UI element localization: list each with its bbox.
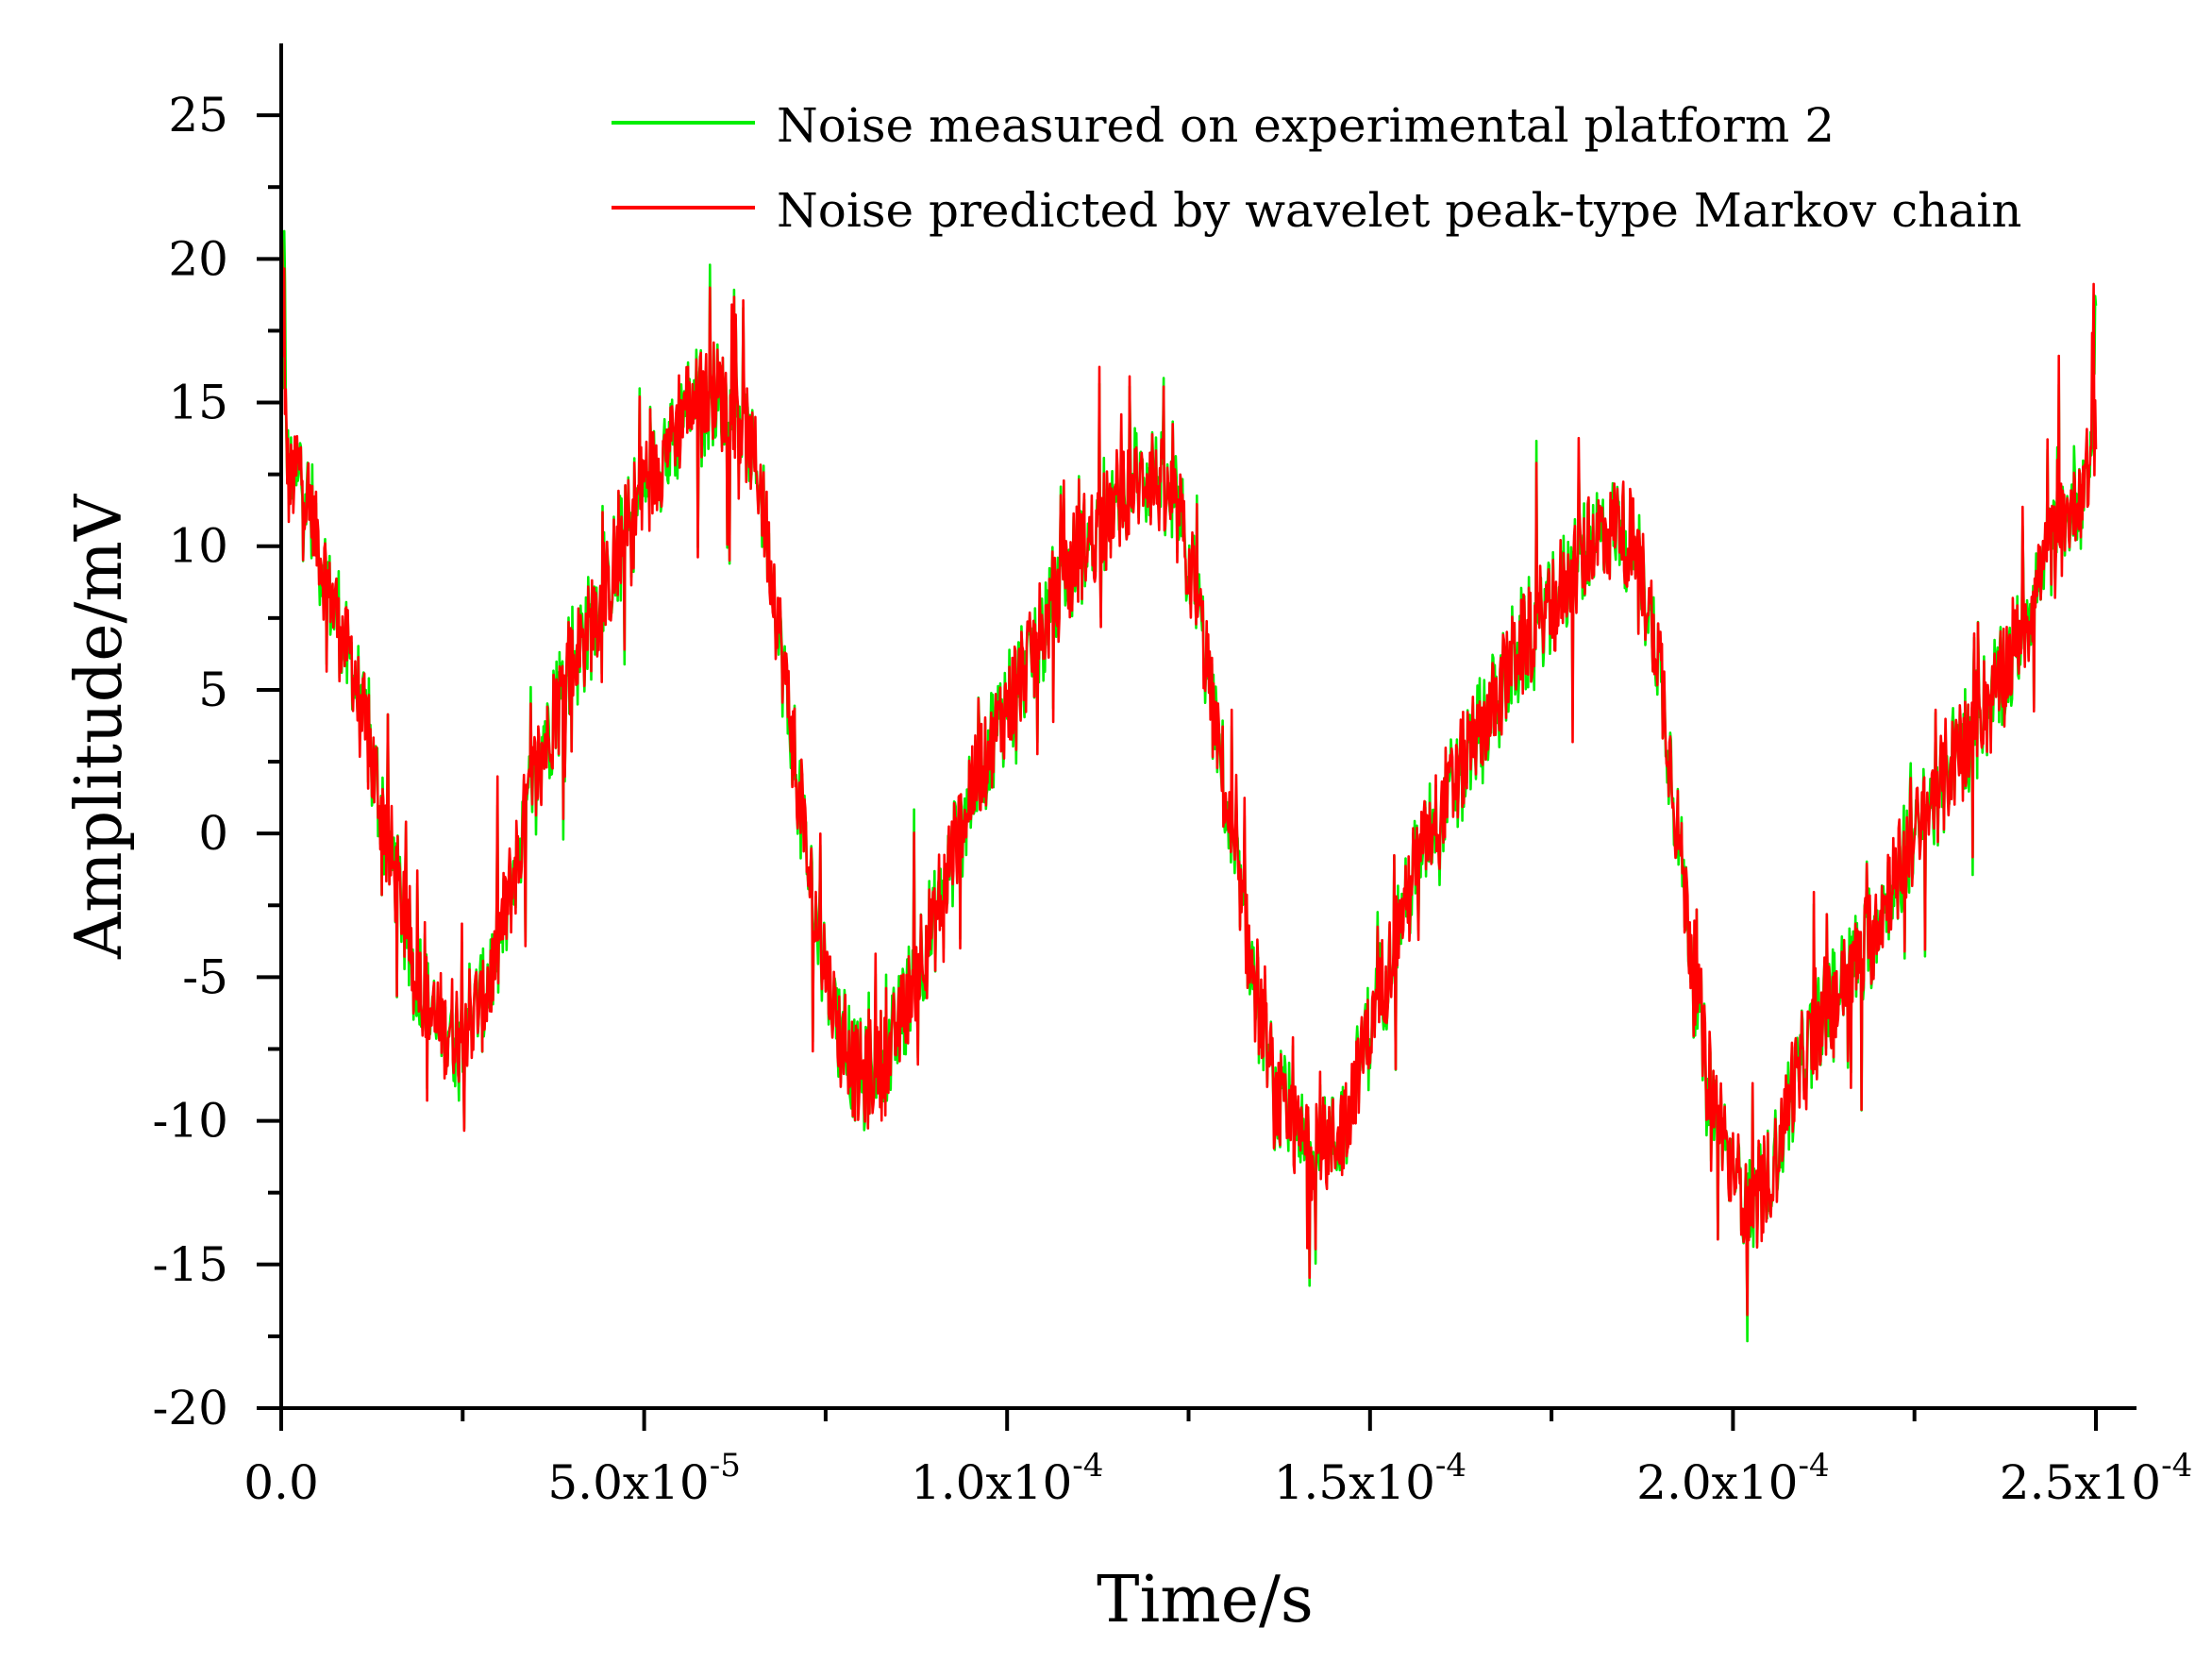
y-tick-label: -10: [152, 1094, 228, 1149]
y-tick-label: 15: [168, 376, 228, 430]
series-line-measured: [281, 199, 2098, 1343]
y-tick-label: 10: [168, 519, 228, 574]
x-tick-mantissa: 1.5x10: [1274, 1455, 1435, 1510]
x-tick-mantissa: 2.5x10: [2000, 1455, 2161, 1510]
x-tick-exponent: -4: [1435, 1447, 1466, 1485]
y-tick-label: 0: [198, 806, 228, 861]
ticks: [257, 113, 2098, 1431]
series-layer: [281, 199, 2098, 1343]
series-line-predicted: [281, 237, 2098, 1317]
y-tick-label: -15: [152, 1237, 228, 1292]
y-tick-label: 20: [168, 231, 228, 286]
legend-label-predicted: Noise predicted by wavelet peak-type Mar…: [777, 183, 2021, 238]
x-tick-mantissa: 5.0x10: [547, 1455, 709, 1510]
x-axis-title: Time/s: [1097, 1563, 1314, 1637]
axes: [279, 43, 2137, 1410]
x-tick-label: 2.5x10-4: [2000, 1447, 2192, 1510]
legend-label-measured: Noise measured on experimental platform …: [777, 98, 1835, 153]
x-tick-label: 1.0x10-4: [911, 1447, 1103, 1510]
x-tick-mantissa: 2.0x10: [1636, 1455, 1798, 1510]
x-tick-exponent: -4: [1799, 1447, 1830, 1485]
y-tick-label: -20: [152, 1381, 228, 1435]
x-tick-mantissa: 1.0x10: [911, 1455, 1072, 1510]
x-tick-exponent: -4: [2161, 1447, 2192, 1485]
y-tick-label: -5: [182, 949, 228, 1004]
y-axis-title: Amplitude/mV: [62, 493, 137, 960]
y-tick-label: 5: [198, 663, 228, 717]
y-tick-label: 25: [168, 88, 228, 143]
x-tick-exponent: -5: [710, 1447, 741, 1485]
x-tick-label: 1.5x10-4: [1274, 1447, 1466, 1510]
x-tick-label: 0.0: [243, 1455, 319, 1510]
legend: Noise measured on experimental platform …: [612, 98, 2021, 238]
x-tick-mantissa: 0.0: [243, 1455, 319, 1510]
x-tick-label: 2.0x10-4: [1636, 1447, 1829, 1510]
x-tick-label: 5.0x10-5: [547, 1447, 740, 1510]
x-tick-exponent: -4: [1072, 1447, 1103, 1485]
